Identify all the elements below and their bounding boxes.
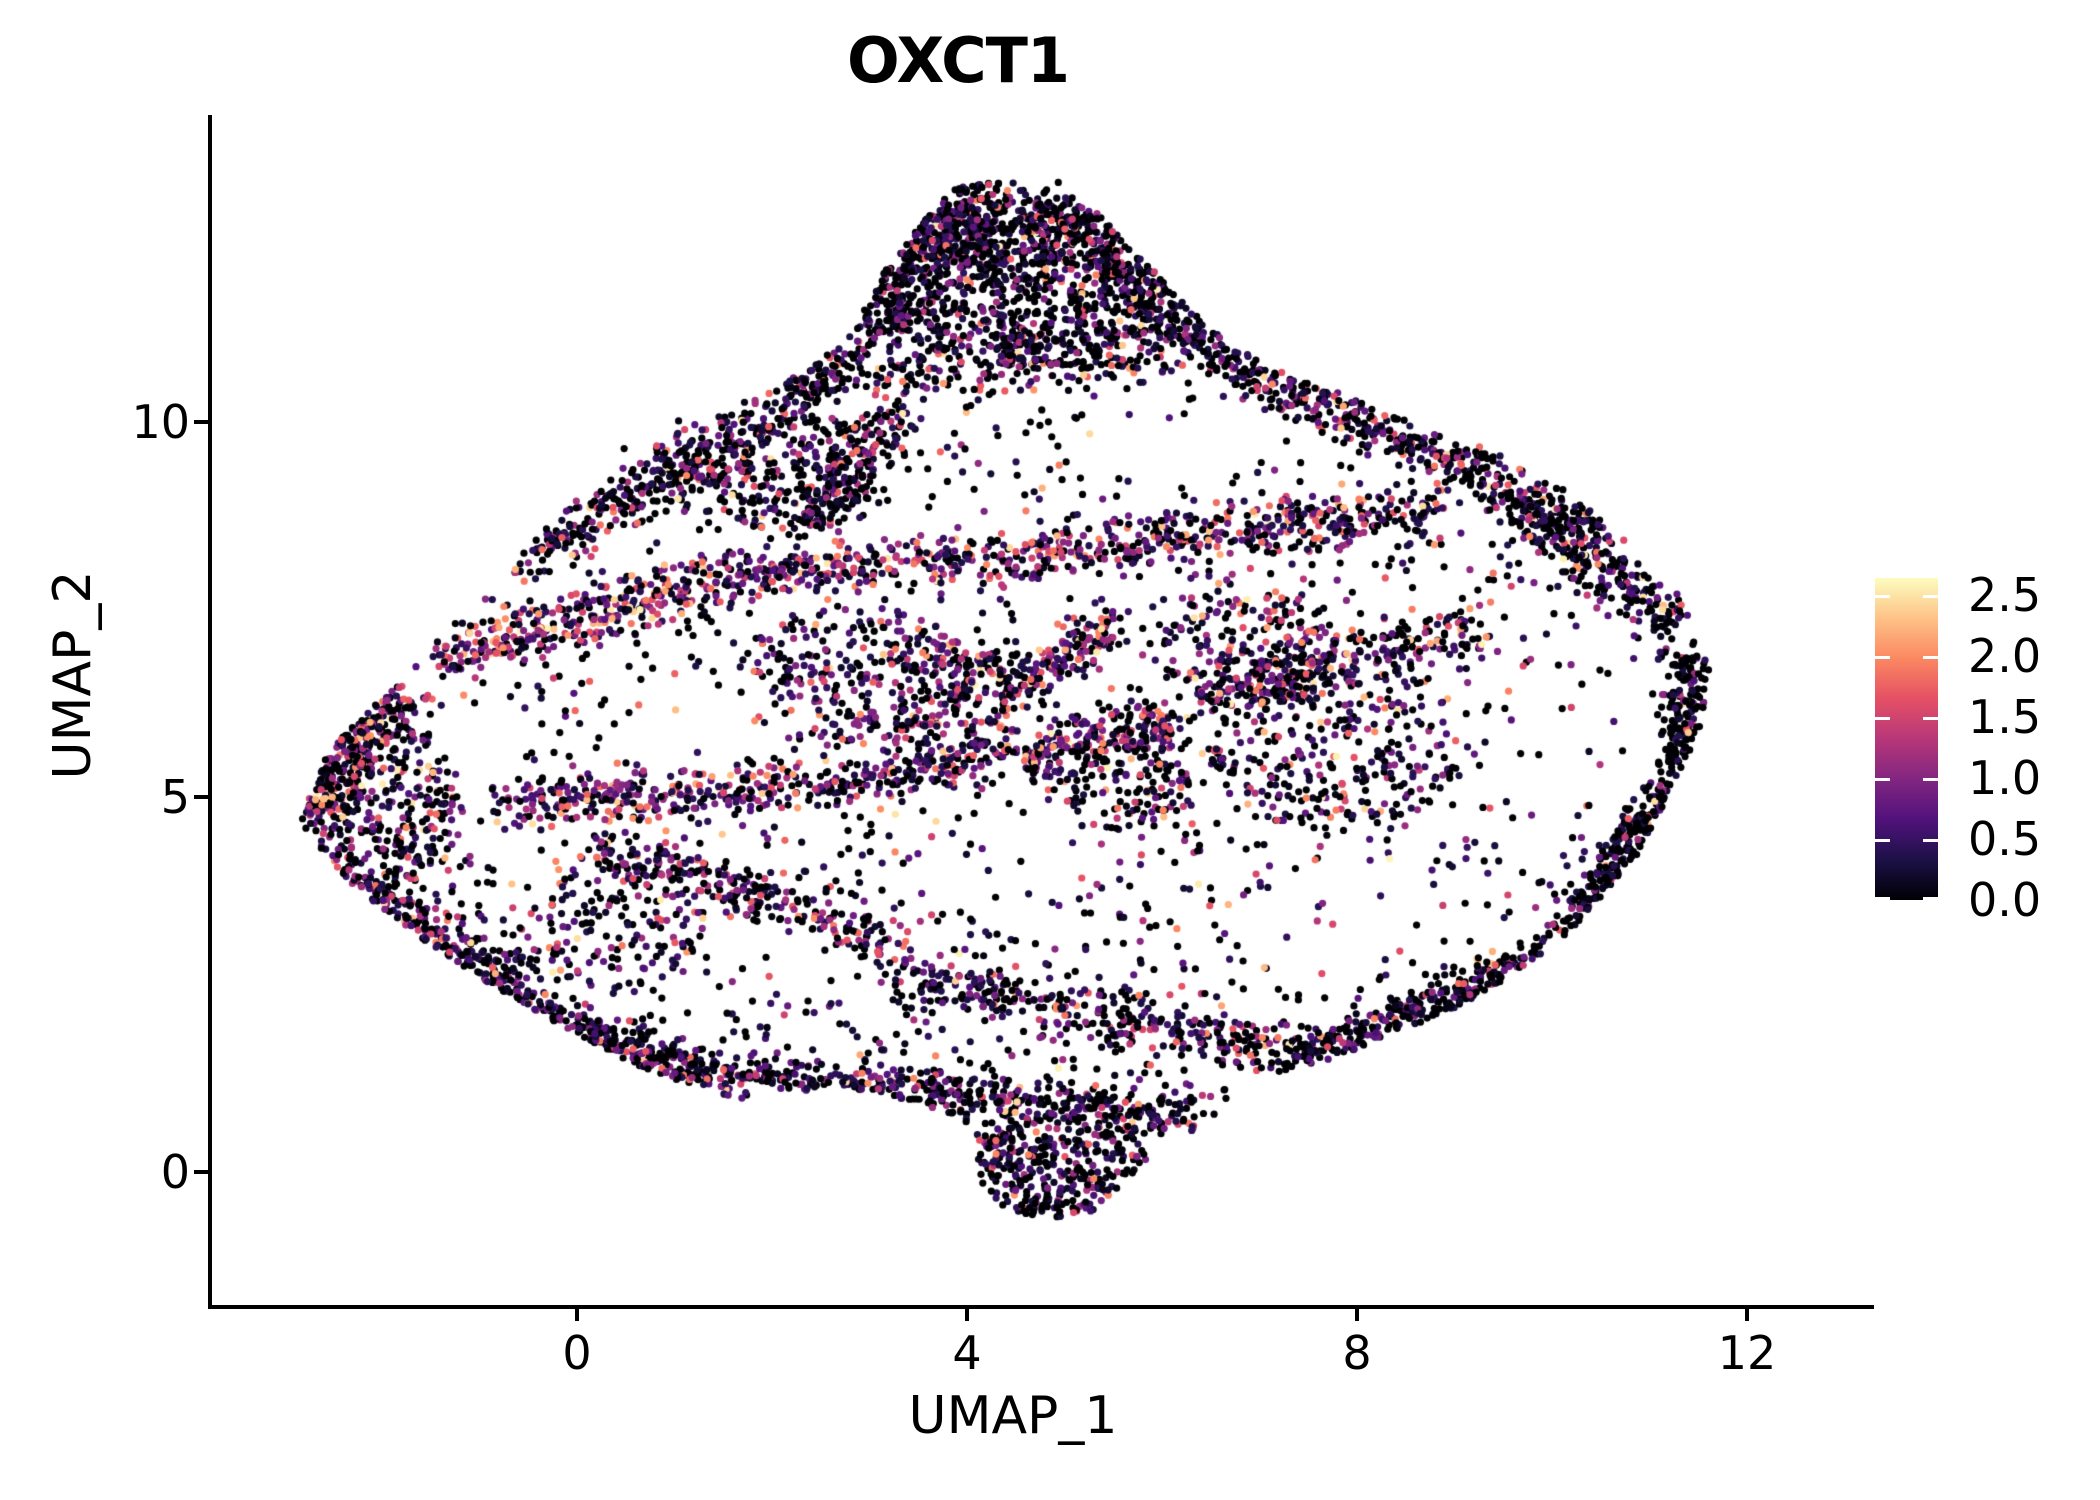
- y-tick-label: 0: [160, 1145, 190, 1199]
- colorbar-tick-mark: [1923, 717, 1938, 720]
- y-tick-mark: [194, 1170, 209, 1174]
- y-tick-mark: [194, 420, 209, 424]
- x-tick-mark: [965, 1306, 969, 1321]
- x-tick-mark: [1355, 1306, 1359, 1321]
- x-tick-mark: [575, 1306, 579, 1321]
- x-tick-label: 12: [1717, 1326, 1777, 1380]
- y-tick-label: 5: [160, 770, 190, 824]
- colorbar-tick-mark: [1875, 839, 1890, 842]
- colorbar-tick-label: 2.5: [1968, 568, 2042, 622]
- colorbar-tick-label: 0.0: [1968, 873, 2042, 927]
- colorbar-tick-mark: [1923, 656, 1938, 659]
- y-tick-mark: [194, 795, 209, 799]
- x-tick-label: 0: [562, 1326, 592, 1380]
- y-axis-line: [208, 115, 212, 1309]
- colorbar-tick-mark: [1923, 595, 1938, 598]
- colorbar-tick-mark: [1923, 778, 1938, 781]
- colorbar-tick-mark: [1923, 839, 1938, 842]
- colorbar-tick-label: 0.5: [1968, 812, 2042, 866]
- colorbar-tick-label: 2.0: [1968, 629, 2042, 683]
- colorbar-tick-mark: [1923, 897, 1938, 900]
- y-axis-label: UMAP_2: [43, 570, 103, 780]
- x-tick-mark: [1745, 1306, 1749, 1321]
- colorbar-tick-mark: [1875, 656, 1890, 659]
- x-axis-line: [208, 1305, 1874, 1309]
- colorbar-tick-mark: [1875, 717, 1890, 720]
- colorbar-tick-mark: [1875, 595, 1890, 598]
- colorbar-tick-label: 1.0: [1968, 751, 2042, 805]
- colorbar-tick-label: 1.5: [1968, 690, 2042, 744]
- y-tick-label: 10: [131, 395, 190, 449]
- x-axis-label: UMAP_1: [908, 1386, 1118, 1446]
- colorbar-tick-mark: [1875, 897, 1890, 900]
- x-tick-label: 4: [952, 1326, 982, 1380]
- colorbar-tick-mark: [1875, 778, 1890, 781]
- colorbar-gradient: [1875, 578, 1938, 900]
- x-tick-label: 8: [1342, 1326, 1372, 1380]
